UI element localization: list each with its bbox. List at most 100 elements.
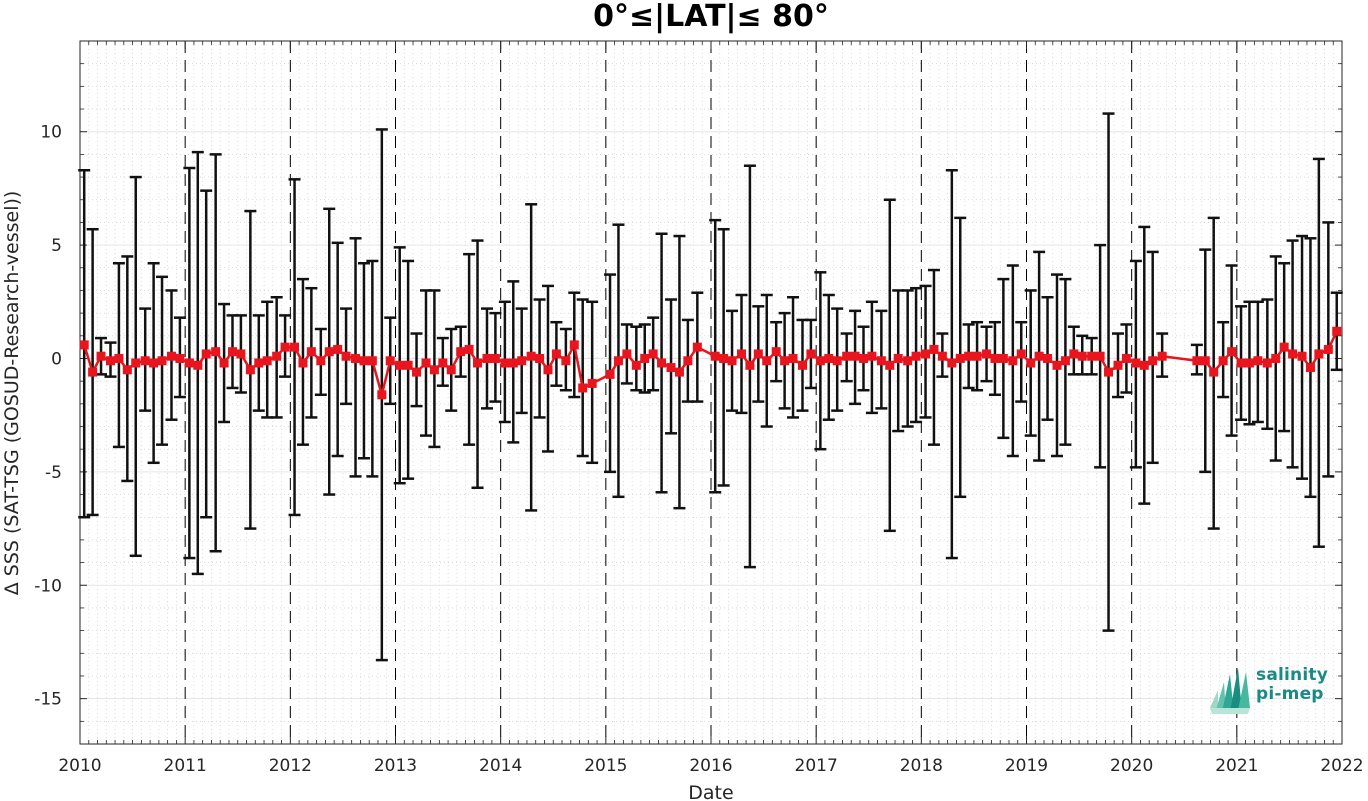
data-point-marker [1192,356,1202,366]
data-point-marker [885,360,895,370]
logo-wave-icon [1210,668,1250,714]
data-point-marker [613,356,623,366]
data-point-marker [893,353,903,363]
data-point-marker [227,347,237,357]
data-point-marker [1077,351,1087,361]
data-point-marker [114,353,124,363]
chart-title: 0°≤|LAT|≤ 80° [593,0,829,34]
data-point-marker [876,356,886,366]
data-point-marker [788,353,798,363]
data-point-marker [1016,349,1026,359]
data-point-marker [1314,349,1324,359]
data-point-marker [832,356,842,366]
data-point-marker [1297,351,1307,361]
data-point-marker [377,390,387,400]
data-point-marker [131,358,141,368]
x-tick-label: 2012 [269,756,312,776]
data-point-marker [306,347,316,357]
data-point-marker [508,358,518,368]
data-point-marker [998,353,1008,363]
data-point-marker [1008,356,1018,366]
data-point-marker [149,358,159,368]
data-point-marker [166,351,176,361]
data-point-marker [262,356,272,366]
data-point-marker [937,351,947,361]
data-point-marker [1121,353,1131,363]
data-point-marker [955,353,965,363]
error-bars [78,112,1343,662]
data-point-marker [482,353,492,363]
x-tick-label: 2016 [689,756,732,776]
data-point-marker [578,383,588,393]
year-separators [184,41,1238,744]
data-point-marker [157,356,167,366]
data-point-marker [324,347,334,357]
data-point-marker [1060,356,1070,366]
data-point-marker [947,358,957,368]
data-point-marker [1157,351,1167,361]
data-point-marker [1148,356,1158,366]
data-point-marker [551,349,561,359]
data-point-marker [1262,358,1272,368]
data-point-marker [254,358,264,368]
data-point-marker [561,356,571,366]
data-point-marker [245,365,255,375]
x-tick-label: 2015 [584,756,627,776]
data-point-marker [1087,351,1097,361]
y-tick-label: -15 [34,690,62,710]
data-point-marker [692,342,702,352]
x-tick-label: 2022 [1320,756,1363,776]
data-point-marker [456,347,466,357]
data-point-marker [333,344,343,354]
x-tick-label: 2020 [1110,756,1153,776]
data-point-marker [1200,356,1210,366]
y-tick-label: -5 [45,463,62,483]
data-point-marker [657,358,667,368]
x-tick-labels: 2010 2011 2012 2013 2014 2015 2016 2017 2018 2019… [58,756,1363,776]
data-point-marker [911,351,921,361]
data-point-marker [867,351,877,361]
x-tick-label: 2018 [900,756,943,776]
data-point-marker [351,353,361,363]
data-point-marker [1244,358,1254,368]
data-point-marker [1279,342,1289,352]
data-point-marker [622,349,632,359]
data-point-marker [1209,367,1219,377]
data-point-marker [762,356,772,366]
series-markers [79,326,1342,400]
data-point-marker [543,365,553,375]
data-point-marker [429,365,439,375]
logo-line-2: pi-mep [1256,684,1324,704]
x-tick-label: 2019 [1005,756,1048,776]
y-tick-label: -10 [34,576,62,596]
data-point-marker [1095,351,1105,361]
x-axis-label: Date [688,782,733,801]
y-tick-label: 0 [51,349,62,369]
data-point-marker [412,367,422,377]
data-point-marker [438,358,448,368]
data-point-marker [710,351,720,361]
data-point-marker [272,351,282,361]
data-point-marker [122,365,132,375]
data-point-marker [446,365,456,375]
data-point-marker [316,356,326,366]
data-point-marker [815,356,825,366]
data-point-marker [1271,353,1281,363]
data-point-marker [569,340,579,350]
data-point-marker [806,349,816,359]
data-point-marker [1253,356,1263,366]
y-tick-label: 10 [40,123,62,143]
data-point-marker [211,347,221,357]
data-point-marker [535,353,545,363]
data-point-marker [727,356,737,366]
data-point-marker [1139,360,1149,370]
data-point-marker [964,351,974,361]
data-point-marker [219,358,229,368]
x-tick-label: 2014 [479,756,522,776]
data-point-marker [674,367,684,377]
data-point-marker [341,351,351,361]
data-point-marker [500,358,510,368]
data-point-marker [517,356,527,366]
data-point-marker [1227,347,1237,357]
data-point-marker [797,360,807,370]
